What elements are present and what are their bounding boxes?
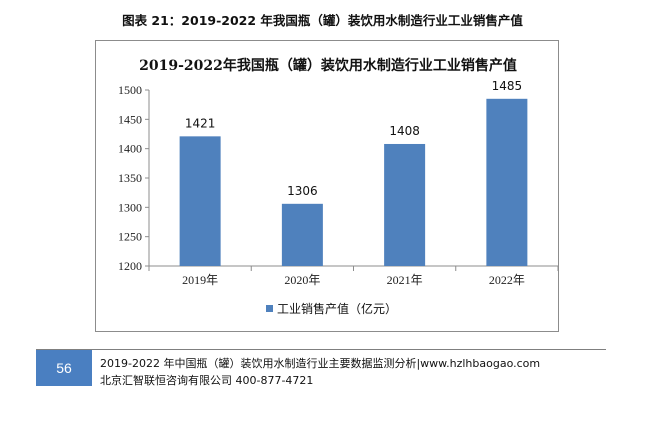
bar: [384, 143, 426, 266]
x-tick-label: 2020年: [284, 273, 320, 287]
x-tick-label: 2021年: [387, 273, 423, 287]
chart-frame: 2019-2022年我国瓶（罐）装饮用水制造行业工业销售产值 1200 1250 1…: [95, 40, 559, 332]
y-tick-label: 1200: [118, 259, 142, 273]
data-label: 1421: [185, 116, 216, 130]
x-axis: 2019年 2020年 2021年 2022年: [148, 265, 559, 287]
y-tick-label: 1300: [118, 200, 142, 214]
bar: [281, 203, 323, 266]
bar: [179, 136, 221, 266]
y-tick-label: 1450: [118, 112, 142, 126]
y-axis: 1200 1250 1300 1350 1400 1450 1500: [118, 83, 150, 273]
y-tick-label: 1350: [118, 171, 142, 185]
legend-label: 工业销售产值（亿元）: [277, 301, 397, 316]
footer-divider: [36, 349, 606, 350]
legend-swatch: [266, 305, 273, 312]
footer-company: 北京汇智联恒咨询有限公司 400-877-4721: [100, 374, 314, 387]
x-tick-label: 2019年: [182, 273, 218, 287]
bars: 1421 1306 1408 1485: [179, 79, 528, 266]
y-tick-label: 1250: [118, 230, 142, 244]
x-tick-label: 2022年: [489, 273, 525, 287]
chart-title: 2019-2022年我国瓶（罐）装饮用水制造行业工业销售产值: [139, 57, 517, 74]
bar-chart: 2019-2022年我国瓶（罐）装饮用水制造行业工业销售产值 120012501…: [118, 57, 559, 316]
y-tick-label: 1400: [118, 142, 142, 156]
bar: [486, 98, 528, 266]
data-label: 1408: [389, 124, 420, 138]
page-number: 56: [36, 350, 92, 386]
legend: 工业销售产值（亿元）: [266, 301, 397, 316]
footer-report-title: 2019-2022 年中国瓶（罐）装饮用水制造行业主要数据监测分析|www.hz…: [100, 357, 541, 370]
y-tick-label: 1500: [118, 83, 142, 97]
figure-caption: 图表 21：2019-2022 年我国瓶（罐）装饮用水制造行业工业销售产值: [122, 13, 523, 28]
data-label: 1306: [287, 184, 318, 198]
data-label: 1485: [492, 79, 523, 93]
